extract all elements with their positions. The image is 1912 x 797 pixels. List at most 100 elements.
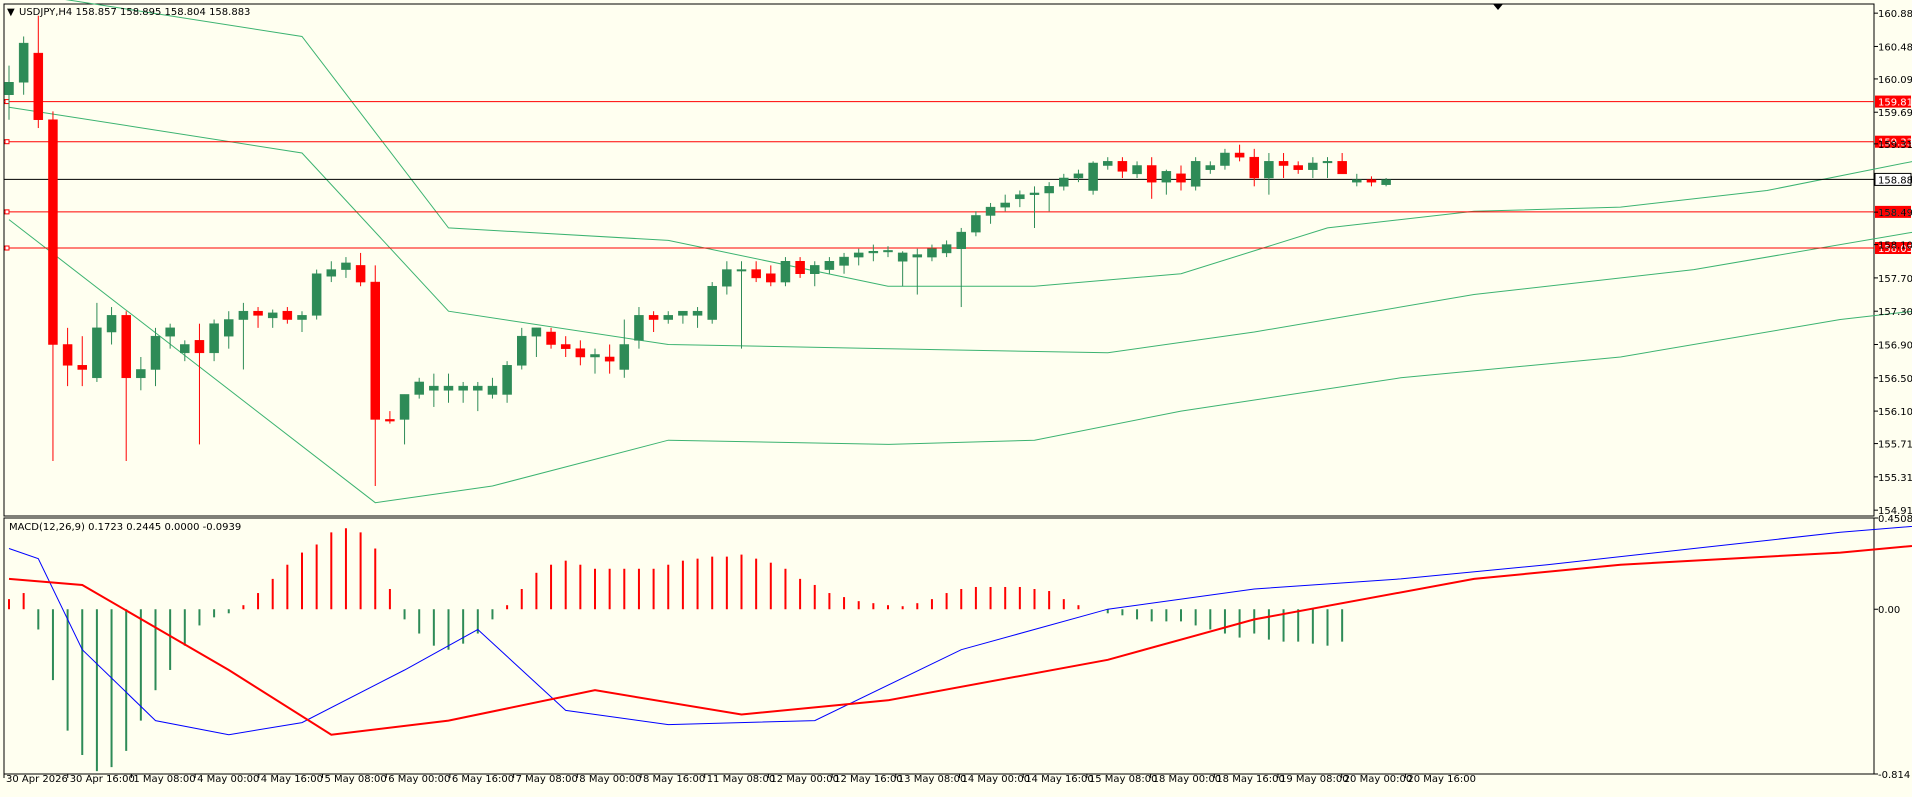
- price-tick-label: 160.480: [1878, 42, 1912, 53]
- main-frame: [3, 3, 1875, 517]
- time-tick-label: 1 May 08:00: [133, 774, 195, 785]
- time-tick-label: 18 May 16:00: [1216, 774, 1285, 785]
- candle: [165, 323, 175, 349]
- candle: [722, 261, 732, 295]
- time-tick-label: 30 Apr 2026: [6, 774, 68, 785]
- candle: [502, 361, 512, 403]
- candle: [1015, 190, 1025, 208]
- level-price-label: 159.336: [1878, 138, 1912, 149]
- time-tick-label: 20 May 16:00: [1407, 774, 1476, 785]
- candle: [1352, 173, 1362, 187]
- candle: [429, 373, 439, 407]
- candle: [707, 282, 717, 324]
- candle: [1073, 169, 1084, 183]
- candle: [1132, 161, 1142, 178]
- candle: [692, 307, 703, 328]
- candle: [209, 319, 219, 362]
- candle: [1264, 153, 1274, 195]
- candle: [1293, 161, 1303, 174]
- signal-line: [8, 544, 1912, 736]
- price-tick-label: 156.100: [1878, 407, 1912, 418]
- bollinger-middle: [8, 106, 1912, 354]
- candle: [150, 327, 161, 387]
- current-price-tag: [1874, 172, 1912, 186]
- candle: [1337, 153, 1347, 175]
- current-price-label: 158.883: [1878, 175, 1912, 186]
- candle: [1308, 157, 1318, 178]
- level-handle[interactable]: [4, 245, 10, 251]
- candle: [1176, 165, 1186, 191]
- candle: [1044, 182, 1054, 212]
- candle: [663, 311, 673, 324]
- price-tick-label: 158.100: [1878, 241, 1912, 252]
- candle: [1117, 157, 1128, 178]
- candle: [619, 319, 630, 378]
- candle: [1249, 148, 1259, 187]
- candle: [48, 111, 58, 462]
- candle: [473, 381, 483, 412]
- candle: [853, 248, 864, 266]
- time-tick-label: 20 May 00:00: [1344, 774, 1413, 785]
- macd-frame: [3, 517, 1875, 775]
- candle: [1146, 157, 1157, 199]
- candle: [121, 311, 131, 462]
- candle: [824, 257, 835, 274]
- candle: [1278, 153, 1289, 178]
- candle: [1190, 157, 1201, 191]
- price-tick-label: 155.310: [1878, 473, 1912, 484]
- candle: [560, 336, 571, 357]
- time-tick-label: 13 May 08:00: [898, 774, 967, 785]
- bollinger-bands: [8, 0, 1912, 504]
- level-handle[interactable]: [4, 209, 10, 215]
- candle: [1103, 157, 1113, 170]
- time-tick-label: 8 May 16:00: [643, 774, 705, 785]
- time-tick-label: 14 May 00:00: [962, 774, 1031, 785]
- candle: [180, 340, 190, 362]
- candle: [282, 307, 293, 324]
- candle: [355, 252, 366, 287]
- level-price-tag: [1875, 242, 1911, 255]
- candle: [546, 327, 556, 349]
- candle: [897, 251, 908, 287]
- candle: [385, 411, 395, 424]
- time-tick-label: 15 May 08:00: [1089, 774, 1158, 785]
- level-handle[interactable]: [4, 99, 10, 105]
- candle: [927, 244, 937, 262]
- candle: [678, 310, 688, 324]
- candle: [883, 246, 893, 258]
- candle: [311, 269, 322, 320]
- price-tick-label: 160.880: [1878, 9, 1912, 20]
- candle: [810, 261, 820, 287]
- horizontal-levels: [4, 99, 1874, 251]
- time-tick-label: 30 Apr 16:00: [70, 774, 135, 785]
- candle: [62, 327, 73, 387]
- candle: [839, 252, 849, 274]
- collapse-arrow-icon[interactable]: ▼: [7, 7, 15, 18]
- candle: [224, 311, 234, 349]
- candle: [1381, 177, 1391, 187]
- candle: [253, 307, 263, 328]
- time-tick-label: 5 May 08:00: [325, 774, 387, 785]
- candle: [1234, 144, 1245, 162]
- candle: [1059, 173, 1069, 191]
- price-tick-label: 156.900: [1878, 341, 1912, 352]
- chart-shift-marker-icon[interactable]: [1493, 4, 1503, 10]
- time-tick-label: 7 May 08:00: [516, 774, 578, 785]
- level-price-tag: [1875, 205, 1911, 218]
- candles: [4, 15, 1391, 487]
- macd-line: [8, 525, 1912, 736]
- level-handle[interactable]: [4, 139, 10, 145]
- price-tick-label: 157.300: [1878, 307, 1912, 318]
- price-tick-label: 155.710: [1878, 440, 1912, 451]
- candle: [780, 257, 791, 287]
- candle: [590, 348, 600, 374]
- candle: [971, 211, 981, 237]
- candle: [297, 311, 307, 333]
- candle: [1088, 161, 1098, 195]
- candle: [414, 377, 424, 399]
- time-tick-label: 12 May 00:00: [770, 774, 839, 785]
- candle: [1220, 148, 1230, 170]
- price-tick-label: 157.700: [1878, 274, 1912, 285]
- candle: [458, 381, 468, 403]
